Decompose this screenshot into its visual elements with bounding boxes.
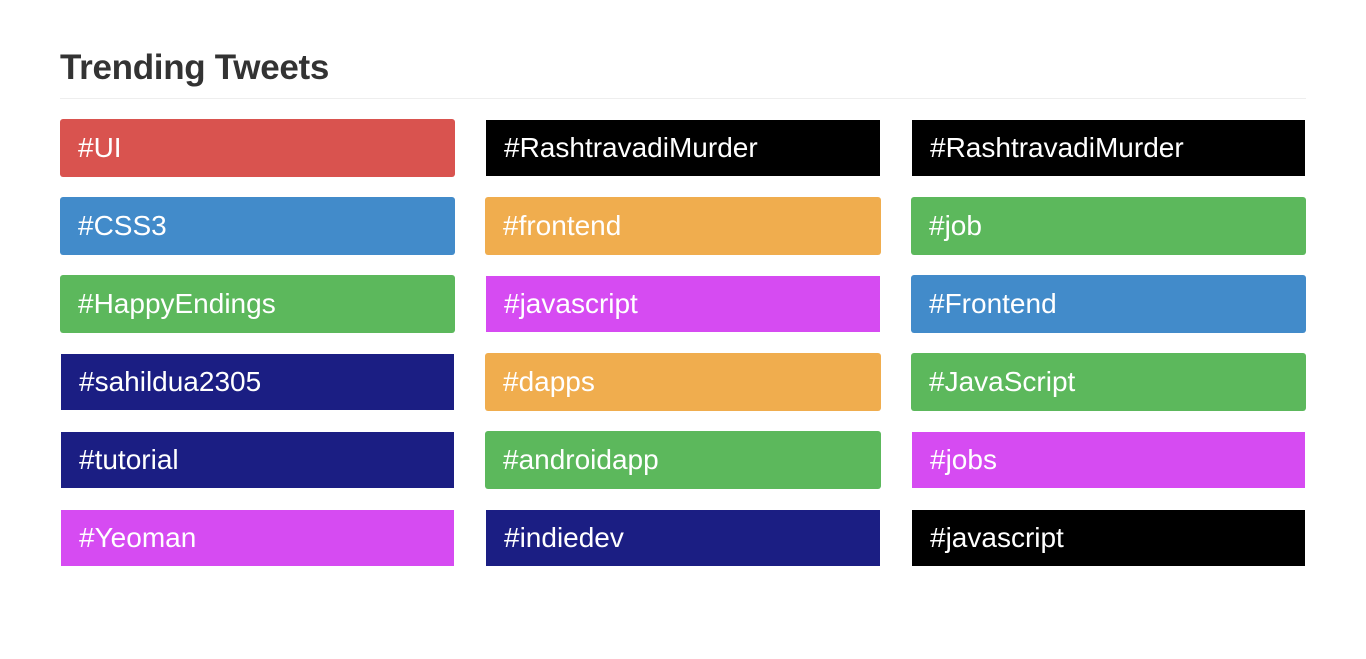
hashtag-tile[interactable]: #JavaScript [911,353,1306,411]
hashtag-grid: #UI #RashtravadiMurder #RashtravadiMurder #… [60,119,1306,567]
hashtag-label: #tutorial [79,444,179,475]
hashtag-label: #Frontend [929,288,1057,319]
page-title: Trending Tweets [60,48,330,87]
hashtag-tile[interactable]: #CSS3 [60,197,455,255]
hashtag-tile[interactable]: #RashtravadiMurder [912,120,1305,176]
hashtag-tile[interactable]: #javascript [912,510,1305,566]
hashtag-label: #job [929,210,982,241]
hashtag-tile[interactable]: #frontend [485,197,881,255]
hashtag-tile[interactable]: #androidapp [485,431,881,489]
hashtag-label: #dapps [503,366,595,397]
hashtag-tile[interactable]: #sahildua2305 [61,354,454,410]
hashtag-tile[interactable]: #jobs [912,432,1305,488]
hashtag-label: #jobs [930,444,997,475]
hashtag-tile[interactable]: #Frontend [911,275,1306,333]
hashtag-tile[interactable]: #dapps [485,353,881,411]
hashtag-label: #UI [78,132,122,163]
hashtag-label: #CSS3 [78,210,167,241]
hashtag-label: #androidapp [503,444,659,475]
hashtag-label: #Yeoman [79,522,197,553]
hashtag-tile[interactable]: #indiedev [486,510,880,566]
hashtag-label: #HappyEndings [78,288,276,319]
hashtag-label: #indiedev [504,522,624,553]
hashtag-tile[interactable]: #RashtravadiMurder [486,120,880,176]
hashtag-label: #RashtravadiMurder [504,132,758,163]
title-divider [60,98,1306,99]
hashtag-label: #sahildua2305 [79,366,262,397]
hashtag-tile[interactable]: #Yeoman [61,510,454,566]
hashtag-tile[interactable]: #javascript [486,276,880,332]
hashtag-label: #javascript [504,288,638,319]
hashtag-label: #javascript [930,522,1064,553]
hashtag-label: #RashtravadiMurder [930,132,1184,163]
hashtag-tile[interactable]: #tutorial [61,432,454,488]
hashtag-tile[interactable]: #UI [60,119,455,177]
hashtag-tile[interactable]: #job [911,197,1306,255]
hashtag-label: #JavaScript [929,366,1076,397]
hashtag-label: #frontend [503,210,622,241]
hashtag-tile[interactable]: #HappyEndings [60,275,455,333]
